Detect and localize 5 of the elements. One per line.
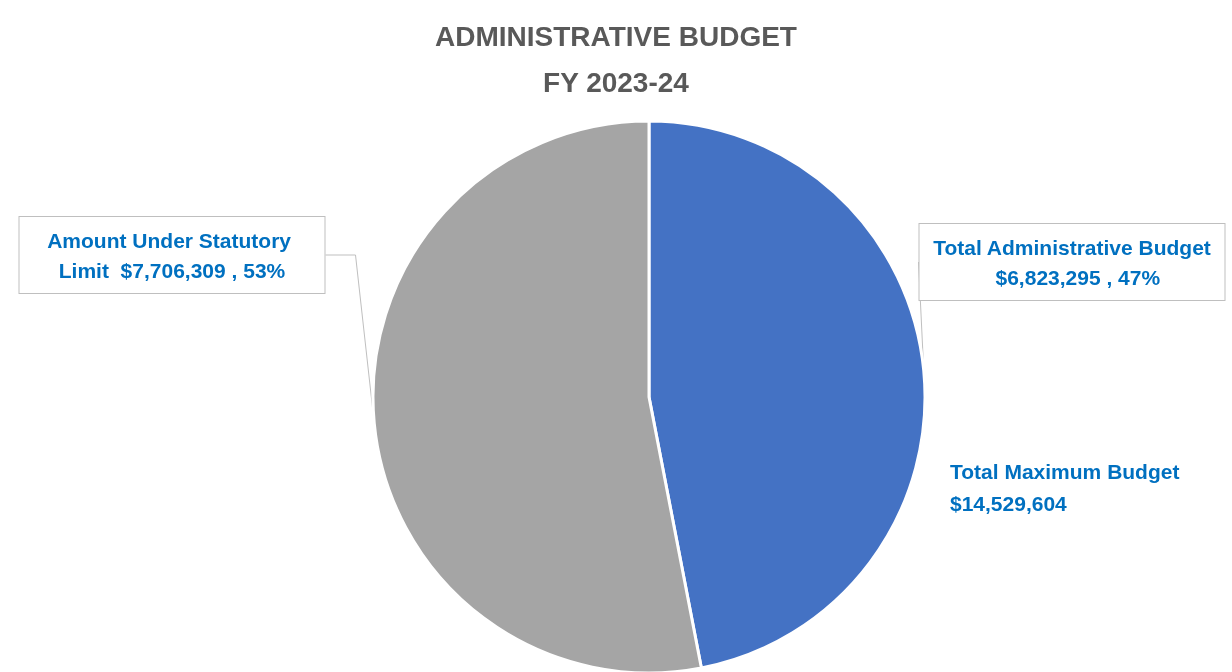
text: Total Maximum Budget $14,529,604 (950, 459, 1180, 515)
slice-label: Amount Under Statutory Limit $7,706,309 , 53% (47, 228, 297, 282)
data-label: $6,823,295 , 47% (983, 265, 1161, 289)
chart-title: ADMINISTRATIVE BUDGET FY 2023-24 (435, 20, 797, 98)
slice-label: Total Administrative Budget (933, 235, 1211, 259)
